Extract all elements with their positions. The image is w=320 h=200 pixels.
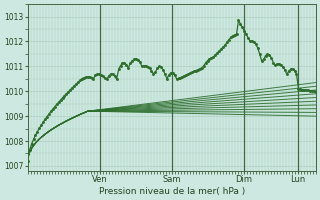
X-axis label: Pression niveau de la mer( hPa ): Pression niveau de la mer( hPa ) (99, 187, 245, 196)
